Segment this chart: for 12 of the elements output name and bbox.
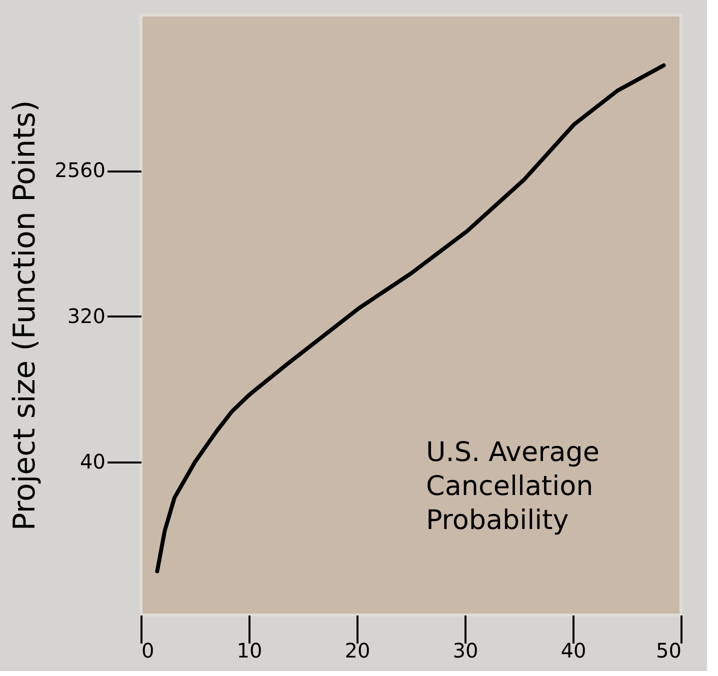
x-tick-label: 50 (656, 638, 682, 662)
annotation: U.S. Average Cancellation Probability (426, 437, 600, 536)
x-tick-label: 30 (452, 638, 478, 662)
y-tick-label: 2560 (54, 158, 106, 182)
x-tick-label: 0 (142, 638, 154, 662)
x-tick-label: 10 (236, 638, 262, 662)
x-tick-label: 20 (344, 638, 370, 662)
line-series (155, 63, 666, 574)
x-tick-label: 40 (560, 638, 586, 662)
y-tick-label: 320 (67, 304, 106, 328)
y-axis-title: Project size (Function Points) (8, 100, 43, 531)
y-tick-label: 40 (80, 449, 106, 474)
